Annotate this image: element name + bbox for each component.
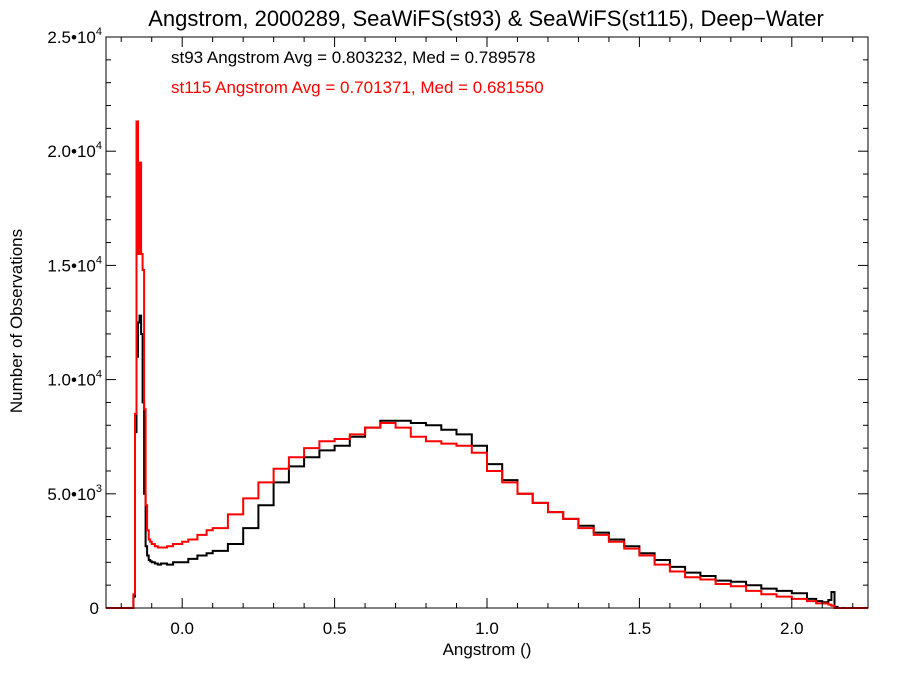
x-tick-label: 1.0 bbox=[475, 619, 499, 638]
y-tick-mantissa: 2.0•10 bbox=[47, 142, 96, 161]
ticks-layer: 0.0 0.5 1.0 1.5 2.005.0•1031.0•1041.5•1042.0… bbox=[47, 26, 868, 638]
y-tick-mantissa: 2.5•10 bbox=[47, 28, 96, 47]
x-tick-label: 0.0 bbox=[170, 619, 194, 638]
y-tick-label: 1.0•104 bbox=[47, 369, 102, 390]
series-line-st115 bbox=[106, 120, 868, 609]
y-tick-exponent: 4 bbox=[96, 254, 102, 266]
legend-annotation-st93: st93 Angstrom Avg = 0.803232, Med = 0.78… bbox=[171, 48, 536, 67]
y-tick-exponent: 4 bbox=[96, 369, 102, 381]
legend-annotation-st115: st115 Angstrom Avg = 0.701371, Med = 0.6… bbox=[171, 78, 544, 97]
y-tick-label: 0 bbox=[90, 599, 99, 618]
series-layer bbox=[106, 120, 868, 609]
y-tick-label: 2.0•104 bbox=[47, 140, 102, 161]
y-tick-label: 5.0•103 bbox=[47, 483, 102, 504]
y-tick-exponent: 3 bbox=[96, 483, 102, 495]
x-tick-label: 1.5 bbox=[628, 619, 652, 638]
y-axis-label: Number of Observations bbox=[7, 229, 26, 413]
x-axis-label: Angstrom () bbox=[443, 640, 532, 659]
y-tick-exponent: 4 bbox=[96, 26, 102, 38]
y-tick-label: 1.5•104 bbox=[47, 254, 102, 275]
series-line-st93 bbox=[106, 314, 868, 609]
chart-title: Angstrom, 2000289, SeaWiFS(st93) & SeaWi… bbox=[148, 6, 824, 31]
y-tick-mantissa: 5.0•10 bbox=[47, 485, 96, 504]
y-tick-mantissa: 1.5•10 bbox=[47, 256, 96, 275]
plot-frame bbox=[105, 36, 869, 609]
y-tick-exponent: 4 bbox=[96, 140, 102, 152]
x-tick-label: 2.0 bbox=[780, 619, 804, 638]
y-tick-mantissa: 1.0•10 bbox=[47, 371, 96, 390]
x-tick-label: 0.5 bbox=[323, 619, 347, 638]
y-tick-label: 2.5•104 bbox=[47, 26, 102, 47]
